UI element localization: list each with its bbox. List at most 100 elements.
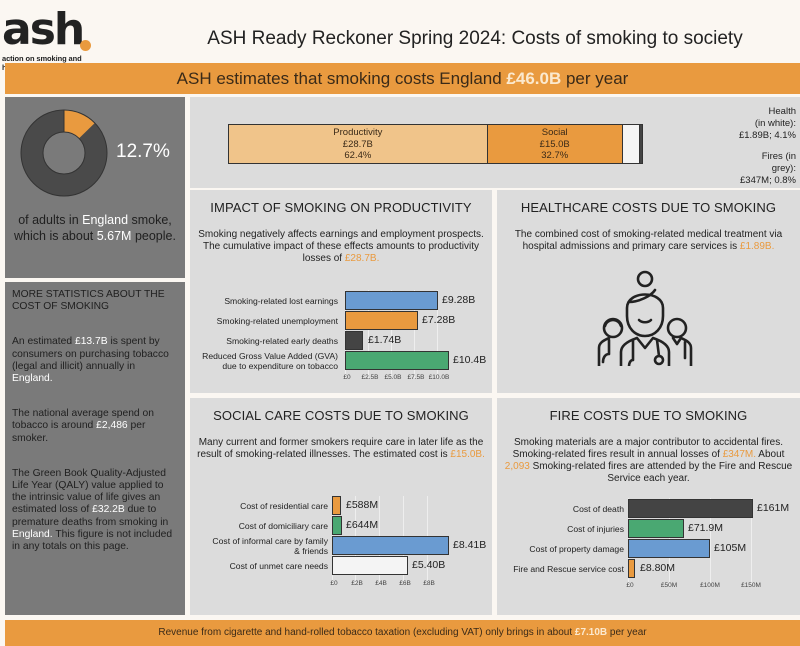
stat-region: England.: [12, 528, 53, 540]
bar-label: Cost of death: [572, 504, 624, 514]
bar-residential-care: [332, 496, 341, 515]
bar-value: £5.40B: [412, 559, 446, 571]
bar-value: £1.74B: [368, 334, 402, 346]
bar-label: Cost of residential care: [240, 501, 328, 511]
social-care-title: SOCIAL CARE COSTS DUE TO SMOKING: [213, 408, 469, 423]
stat-text: The Green Book Quality-Adjusted Life Yea…: [12, 467, 166, 516]
bar-value: £644M: [346, 519, 379, 531]
axis-tick: £0: [330, 580, 338, 587]
tax-revenue-footer: Revenue from cigarette and hand-rolled t…: [5, 620, 800, 646]
desc-text: Smoking negatively affects earnings and …: [198, 229, 484, 264]
bar-value: £9.28B: [442, 294, 476, 306]
productivity-title: IMPACT OF SMOKING ON PRODUCTIVITY: [210, 200, 472, 215]
axis-tick: £0: [626, 582, 634, 589]
prevalence-text: of adults in England smoke, which is abo…: [5, 212, 185, 244]
bar-value: £7.28B: [422, 314, 456, 326]
segment-social: Social £15.0B 32.7%: [486, 125, 622, 163]
tax-revenue-amount: £7.10B: [574, 627, 608, 638]
bar-label: Fire and Rescue service cost: [513, 564, 624, 574]
prevalence-region: England: [82, 213, 129, 227]
more-statistics-heading: MORE STATISTICS ABOUT THE COST OF SMOKIN…: [12, 289, 165, 313]
healthcare-panel: HEALTHCARE COSTS DUE TO SMOKING The comb…: [497, 190, 800, 393]
desc-text: Many current and former smokers require …: [197, 437, 484, 460]
social-care-description: Many current and former smokers require …: [196, 437, 486, 461]
page-title: ASH Ready Reckoner Spring 2024: Costs of…: [207, 28, 743, 49]
prevalence-card: 12.7% of adults in England smoke, which …: [5, 97, 185, 278]
segment-amount: £28.7B: [342, 138, 373, 150]
axis-tick: £5.0B: [384, 374, 402, 381]
medical-staff-icon: [597, 270, 693, 366]
average-spend-stat: The national average spend on tobacco is…: [12, 408, 178, 445]
bar-value: £8.80M: [640, 562, 676, 574]
social-care-panel: SOCIAL CARE COSTS DUE TO SMOKING Many cu…: [190, 398, 492, 615]
bar-label: Cost of unmet care needs: [229, 561, 328, 571]
banner-suffix: per year: [561, 69, 629, 88]
axis-tick: £2.5B: [361, 374, 379, 381]
bar-injuries: [628, 519, 684, 538]
bar-value: £588M: [346, 499, 379, 511]
axis-tick: £7.5B: [407, 374, 425, 381]
segment-label: Social: [541, 127, 568, 138]
footer-text: per year: [607, 627, 647, 638]
qaly-stat: The Green Book Quality-Adjusted Life Yea…: [12, 468, 178, 553]
fires-note: Fires (in grey):: [761, 151, 796, 174]
bar-unemployment: [345, 311, 418, 330]
stat-amount: £32.2B: [92, 504, 125, 516]
desc-amount: £347M.: [722, 449, 757, 460]
segment-share: 32.7%: [541, 150, 569, 161]
ash-logo: ash action on smoking and health: [2, 8, 102, 72]
axis-tick: £150M: [741, 582, 761, 589]
bar-value: £8.41B: [453, 539, 487, 551]
stat-amount: £13.7B: [74, 336, 108, 348]
prevalence-text-part: smoke,: [128, 213, 172, 227]
segment-health: [621, 125, 639, 163]
breakdown-notes: Health (in white): £1.89B; 4.1% Fires (i…: [736, 106, 796, 187]
productivity-bar-chart: Smoking-related lost earnings £9.28B Smo…: [190, 290, 492, 385]
stat-text: An estimated: [12, 336, 75, 348]
stat-text: The national average spend on tobacco is…: [12, 408, 154, 432]
total-cost-amount: £46.0B: [506, 69, 562, 88]
bar-label: Cost of property damage: [529, 544, 624, 554]
bar-value: £71.9M: [688, 522, 724, 534]
stat-amount: £2,486: [96, 420, 128, 432]
bar-value: £161M: [757, 502, 790, 514]
stat-text: due to premature deaths from smoking in: [12, 504, 169, 528]
bar-value: £10.4B: [453, 354, 487, 366]
productivity-description: Smoking negatively affects earnings and …: [196, 229, 486, 265]
bar-label: Reduced Gross Value Added (GVA) due to e…: [202, 351, 338, 371]
productivity-panel: IMPACT OF SMOKING ON PRODUCTIVITY Smokin…: [190, 190, 492, 393]
desc-amount: £1.89B.: [739, 241, 775, 252]
desc-amount: £15.0B.: [450, 449, 485, 460]
desc-text: About: [756, 449, 785, 460]
axis-tick: £100M: [700, 582, 720, 589]
prevalence-donut-chart: [20, 109, 108, 197]
bar-label: Cost of informal care by family & friend…: [212, 536, 328, 556]
prevalence-text-part: which is about: [14, 229, 97, 243]
segment-label: Productivity: [333, 127, 383, 138]
fire-bar-chart: Cost of death £161M Cost of injuries £71…: [497, 498, 800, 598]
stat-text: This figure is not included in any total…: [12, 528, 173, 553]
axis-tick: £2B: [351, 580, 363, 587]
prevalence-text-part: of adults in: [18, 213, 83, 227]
axis-tick: £10.0B: [428, 374, 450, 381]
bar-label: Smoking-related unemployment: [216, 316, 338, 326]
stat-text: per smoker.: [12, 420, 146, 444]
bar-label: Cost of injuries: [567, 524, 624, 534]
stat-region: England.: [12, 373, 53, 385]
desc-count: 2,093: [504, 461, 530, 472]
fire-panel: FIRE COSTS DUE TO SMOKING Smoking materi…: [497, 398, 800, 615]
bar-label: Smoking-related early deaths: [226, 336, 338, 346]
axis-tick: £4B: [375, 580, 387, 587]
segment-productivity: Productivity £28.7B 62.4%: [229, 125, 487, 163]
axis-tick: £50M: [660, 582, 678, 589]
stat-text: is spent by consumers on purchasing toba…: [12, 336, 169, 372]
more-statistics-card: MORE STATISTICS ABOUT THE COST OF SMOKIN…: [5, 282, 185, 615]
desc-text: The combined cost of smoking-related med…: [514, 229, 783, 252]
cost-breakdown-card: Productivity £28.7B 62.4% Social £15.0B …: [190, 97, 800, 188]
desc-amount: £28.7B.: [344, 253, 380, 264]
prevalence-percent: 12.7%: [116, 141, 170, 162]
total-cost-banner: ASH estimates that smoking costs England…: [5, 63, 800, 94]
health-note-value: £1.89B; 4.1%: [738, 130, 796, 141]
prevalence-people: 5.67M: [96, 229, 132, 243]
bar-property-damage: [628, 539, 710, 558]
